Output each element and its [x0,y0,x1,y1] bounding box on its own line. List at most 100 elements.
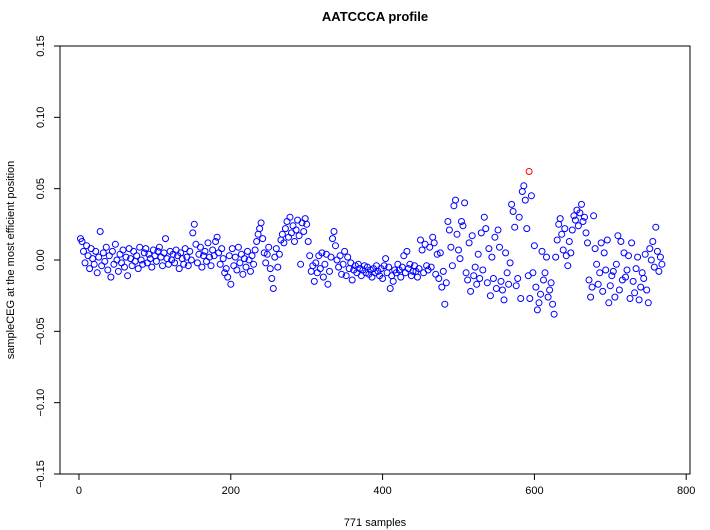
data-point [201,247,209,255]
data-point [533,306,541,314]
data-point [606,282,614,290]
data-point [640,275,648,282]
data-point [86,265,94,273]
data-point [348,276,356,284]
data-point [558,230,566,238]
data-point [617,238,625,245]
data-point [603,236,611,244]
data-point [543,253,550,261]
data-point [93,269,101,277]
data-point [266,265,274,273]
data-point [473,280,481,288]
data-point [605,299,613,307]
data-point [508,200,516,208]
data-point [608,272,616,280]
data-point [242,263,250,271]
data-point [465,239,473,247]
data-point [574,222,582,230]
data-point [641,250,649,258]
data-point [274,263,282,271]
data-point [474,250,482,258]
y-axis: −0.15 −0.10 −0.05 0.00 0.05 0.10 0.15 [35,35,60,488]
data-point [283,218,291,225]
data-points [77,168,666,318]
data-point [599,287,607,295]
data-point [658,260,666,268]
data-point [130,247,138,255]
data-point [441,300,449,308]
data-point [102,243,110,251]
data-point [497,277,505,285]
data-point [81,259,89,267]
data-point [521,196,529,204]
data-point [244,247,251,255]
data-point [511,223,519,231]
data-point [614,232,622,240]
data-point [644,299,652,307]
data-point [324,280,332,288]
data-point [427,263,435,271]
data-point [233,266,241,274]
data-point [650,263,658,271]
data-point [160,249,168,257]
data-point [227,280,235,288]
x-tick-label: 0 [76,485,82,497]
data-point [99,249,107,257]
data-point [611,293,619,301]
data-point [237,250,245,258]
data-point [335,263,343,271]
data-point [98,262,106,270]
data-point [330,228,338,235]
data-point [565,238,573,245]
data-point [89,255,97,263]
data-point [119,246,127,254]
data-point [151,252,159,260]
data-point [281,225,289,233]
data-point [96,228,104,235]
data-point [458,218,465,225]
data-point [505,280,513,288]
data-point [415,265,423,273]
data-point [180,260,188,268]
data-point [332,242,339,250]
data-point [389,277,397,285]
data-point [625,252,632,260]
data-point [456,255,464,263]
data-point [500,296,508,304]
data-point [212,238,220,245]
data-point [257,219,265,227]
data-point [529,269,537,277]
data-point [216,260,224,268]
data-point [316,265,324,273]
y-tick-label: 0.00 [35,249,47,270]
data-point [514,275,522,282]
data-point [453,230,461,238]
data-point [339,260,347,268]
data-point [452,196,459,204]
data-point [480,213,488,221]
data-point [653,247,661,255]
data-point [602,266,610,274]
data-point [631,289,639,297]
data-point [496,243,503,251]
data-point [313,269,321,277]
data-point [492,285,500,292]
data-point [643,286,651,294]
data-point [656,253,664,261]
data-point [327,253,335,261]
data-point [590,212,598,220]
data-point [397,273,405,281]
data-point [541,269,549,277]
data-point [386,285,394,292]
data-point [544,293,552,301]
data-point [341,247,349,255]
highlighted-data-point [525,168,533,175]
data-point [300,228,308,235]
data-point [489,275,497,282]
data-point [239,270,247,278]
data-point [213,233,221,241]
data-point [588,283,596,291]
y-tick-label: 0.10 [35,107,47,128]
